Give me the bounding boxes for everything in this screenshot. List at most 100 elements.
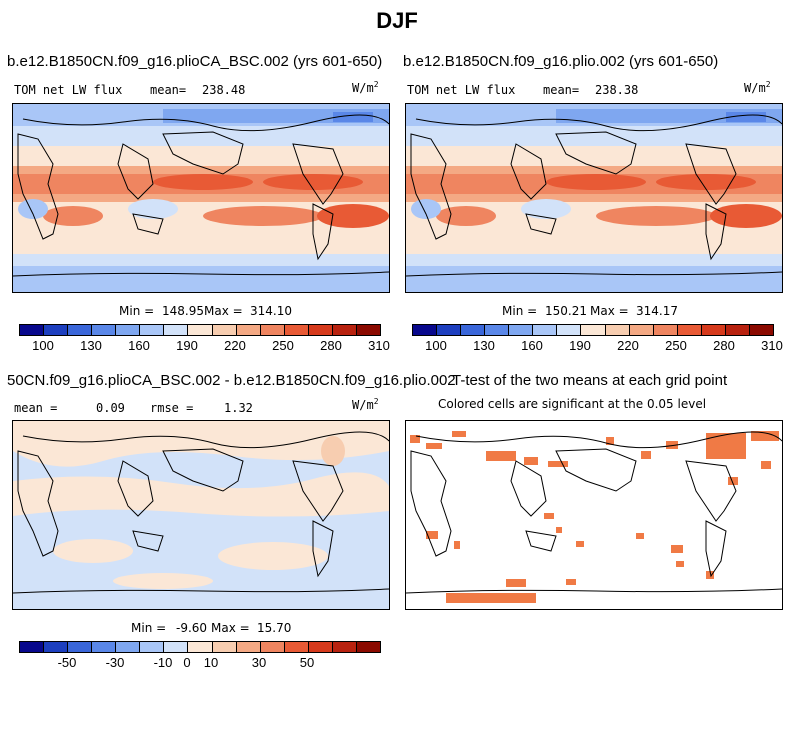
colorbar-tick-label: 190 [569,338,591,353]
colorbar-swatch [557,325,582,335]
panel-2-units: W/m2 [744,80,771,95]
colorbar-swatch [20,325,45,335]
colorbar-tick-label: 310 [761,338,783,353]
colorbar-swatch [68,325,93,335]
panel-3-max-label: Max = [211,621,250,635]
colorbar-swatch [308,642,333,652]
colorbar-swatch [725,325,750,335]
colorbar-tick-label: 160 [128,338,150,353]
panel-3-title: 50CN.f09_g16.plioCA_BSC.002 - b.e12.B185… [7,372,456,389]
colorbar-swatch [116,325,141,335]
panel-1-variable-label: TOM net LW flux [14,83,123,97]
colorbar-swatch [284,642,309,652]
panel-3-map [12,420,390,610]
colorbar-tick-label: 220 [224,338,246,353]
colorbar-swatch [749,325,773,335]
panel-2-max-label: Max = [590,304,629,318]
colorbar-tick-label: 160 [521,338,543,353]
colorbar-tick-label: -10 [153,655,173,670]
panel-4-subtitle: Colored cells are significant at the 0.0… [438,397,707,411]
panel-2-min-label: Min = [502,304,538,318]
panel-2-mean-label: mean= [543,83,580,97]
panel-3-rmse-label: rmse = [150,401,194,415]
colorbar-tick-label: 100 [425,338,447,353]
colorbar-swatch [284,325,309,335]
colorbar-tick-label: 50 [299,655,315,670]
panel-3-colorbar [19,641,381,653]
colorbar-swatch [188,642,213,652]
colorbar-tick-label: 130 [80,338,102,353]
panel-4-title: T-test of the two means at each grid poi… [452,372,728,389]
colorbar-swatch [68,642,93,652]
colorbar-swatch [212,325,237,335]
colorbar-swatch [485,325,510,335]
colorbar-tick-label: 220 [617,338,639,353]
panel-1-mean-value: 238.48 [202,83,246,97]
colorbar-tick-label: 0 [183,655,191,670]
colorbar-tick-label: 250 [272,338,294,353]
panel-1-mean-label: mean= [150,83,187,97]
panel-3-max-value: 15.70 [257,621,292,635]
colorbar-tick-label: 190 [176,338,198,353]
panel-2-variable-label: TOM net LW flux [407,83,516,97]
colorbar-tick-label: -50 [57,655,77,670]
colorbar-swatch [92,642,117,652]
colorbar-swatch [437,325,462,335]
colorbar-swatch [509,325,534,335]
colorbar-swatch [653,325,678,335]
panel-3-rmse-value: 1.32 [224,401,253,415]
colorbar-swatch [140,325,165,335]
colorbar-swatch [92,325,117,335]
panel-3-mean-label: mean = [14,401,58,415]
panel-1-max-label: Max = [204,304,243,318]
colorbar-swatch [332,325,357,335]
colorbar-swatch [20,642,45,652]
colorbar-swatch [236,642,261,652]
panel-4-map [405,420,783,610]
panel-3-units: W/m2 [352,397,379,412]
colorbar-swatch [332,642,357,652]
colorbar-tick-label: 250 [665,338,687,353]
panel-2-max-value: 314.17 [636,304,678,318]
colorbar-swatch [533,325,558,335]
panel-3-mean-value: 0.09 [96,401,125,415]
colorbar-swatch [260,642,285,652]
colorbar-swatch [308,325,333,335]
colorbar-tick-label: -30 [105,655,125,670]
panel-1-map [12,103,390,293]
colorbar-swatch [677,325,702,335]
panel-2-min-value: 150.21 [545,304,587,318]
colorbar-tick-label: 100 [32,338,54,353]
panel-3-min-value: -9.60 [176,621,208,635]
page-title: DJF [376,8,418,33]
colorbar-swatch [140,642,165,652]
colorbar-swatch [629,325,654,335]
colorbar-tick-label: 310 [368,338,390,353]
colorbar-swatch [413,325,438,335]
colorbar-swatch [605,325,630,335]
panel-2-title: b.e12.B1850CN.f09_g16.plio.002 (yrs 601-… [403,53,719,70]
colorbar-swatch [356,642,380,652]
colorbar-tick-label: 280 [320,338,342,353]
colorbar-swatch [164,642,189,652]
colorbar-swatch [260,325,285,335]
colorbar-swatch [701,325,726,335]
colorbar-swatch [44,325,69,335]
panel-1-max-value: 314.10 [250,304,292,318]
colorbar-swatch [188,325,213,335]
colorbar-tick-label: 30 [251,655,267,670]
colorbar-swatch [116,642,141,652]
colorbar-tick-label: 10 [203,655,219,670]
colorbar-swatch [44,642,69,652]
panel-2-map [405,103,783,293]
panel-1-title: b.e12.B1850CN.f09_g16.plioCA_BSC.002 (yr… [7,53,383,70]
colorbar-swatch [164,325,189,335]
panel-2-colorbar [412,324,774,336]
colorbar-swatch [236,325,261,335]
panel-2-mean-value: 238.38 [595,83,639,97]
panel-1-units: W/m2 [352,80,379,95]
panel-1-min-label: Min = [119,304,155,318]
colorbar-swatch [581,325,606,335]
panel-3-min-label: Min = [131,621,167,635]
colorbar-tick-label: 280 [713,338,735,353]
